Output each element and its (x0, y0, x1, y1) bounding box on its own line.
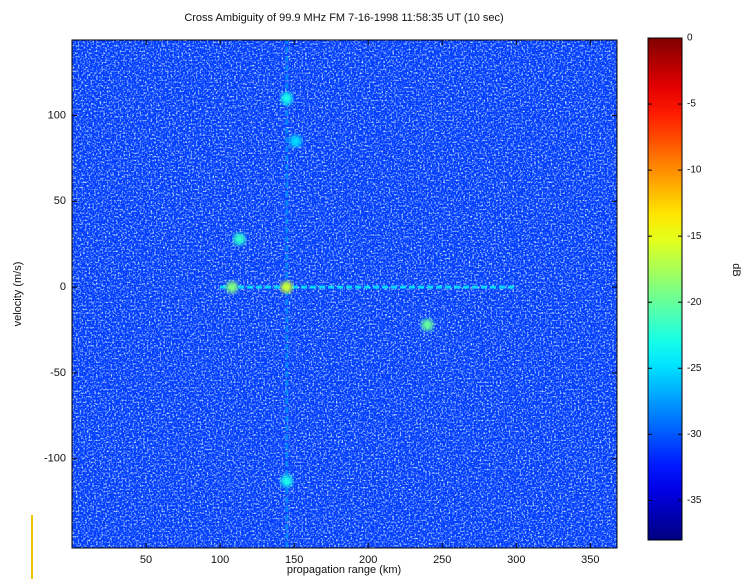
axes: 50 100 150 200 250 300 350-100-50050100-35-30-… (44, 33, 702, 566)
colorbar-tick-label: 0 (687, 33, 693, 44)
spot (225, 281, 238, 294)
x-tick-label: 200 (359, 554, 377, 566)
colorbar-label: dB (730, 263, 742, 276)
spot (280, 281, 293, 294)
x-tick-label: 250 (433, 554, 451, 566)
y-tick-label: 100 (48, 109, 66, 121)
x-tick-label: 150 (285, 554, 303, 566)
spot (289, 135, 302, 148)
colorbar (647, 37, 683, 541)
colorbar-tick-label: -35 (687, 495, 702, 506)
noise-texture (72, 40, 617, 548)
colorbar-tick-label: -30 (687, 429, 702, 440)
colorbar-tick-label: -20 (687, 297, 702, 308)
plot-area (72, 40, 617, 548)
spot (280, 92, 293, 105)
x-tick-label: 350 (581, 554, 599, 566)
spot (233, 233, 246, 246)
y-tick-label: -50 (50, 367, 66, 379)
colorbar-tick-label: -15 (687, 231, 702, 242)
plot-frame (71, 39, 618, 549)
colorbar-tick-label: -25 (687, 363, 702, 374)
spot (280, 475, 293, 488)
chart-title: Cross Ambiguity of 99.9 MHz FM 7-16-1998… (184, 12, 503, 24)
y-tick-label: 50 (54, 195, 66, 207)
y-axis-label: velocity (m/s) (12, 262, 24, 327)
spot (421, 318, 434, 331)
colorbar-tick-label: -10 (687, 165, 702, 176)
y-tick-label: -100 (44, 453, 66, 465)
x-tick-label: 50 (140, 554, 152, 566)
y-tick-label: 0 (60, 281, 66, 293)
x-axis-label: propagation range (km) (287, 564, 401, 576)
x-tick-label: 100 (211, 554, 229, 566)
colorbar-tick-label: -5 (687, 99, 696, 110)
x-tick-label: 300 (507, 554, 525, 566)
